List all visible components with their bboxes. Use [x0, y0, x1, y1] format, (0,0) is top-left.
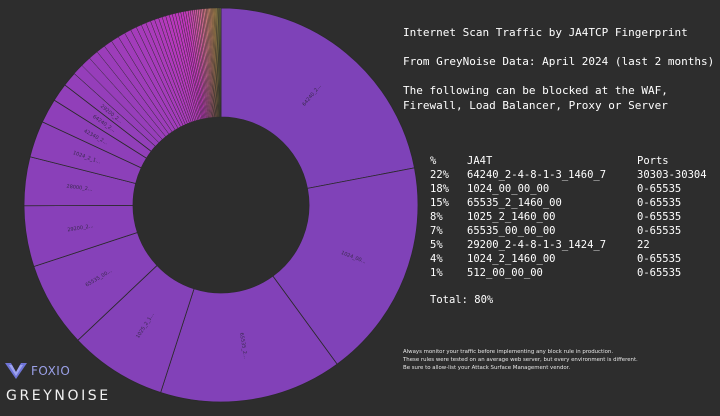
table-row: 7% 65535_00_00_00 0-65535: [430, 224, 717, 238]
footnote-line-2: These rules were tested on an average we…: [403, 357, 638, 363]
header-ja4t: JA4T: [467, 155, 493, 167]
slice-label: 29200_2...: [67, 223, 94, 233]
description-line-2: Firewall, Load Balancer, Proxy or Server: [403, 99, 668, 112]
row-percent: 5%: [430, 239, 443, 251]
row-ja4t: 29200_2-4-8-1-3_1424_7: [467, 239, 607, 251]
row-ja4t: 1024_2_1460_00: [467, 253, 556, 265]
table-row: 8% 1025_2_1460_00 0-65535: [430, 210, 717, 224]
row-ports: 0-65535: [637, 253, 682, 265]
row-ja4t: 1024_00_00_00: [467, 183, 550, 195]
foxio-logo: FOXIO: [4, 362, 70, 380]
fox-icon: [5, 363, 27, 379]
description-line-1: The following can be blocked at the WAF,: [403, 84, 668, 97]
row-ports: 0-65535: [637, 211, 682, 223]
row-ports: 0-65535: [637, 267, 682, 279]
row-ja4t: 65535_00_00_00: [467, 225, 556, 237]
row-ports: 0-65535: [637, 197, 682, 209]
header-ports: Ports: [637, 155, 669, 167]
row-percent: 7%: [430, 225, 443, 237]
table-row: 5% 29200_2-4-8-1-3_1424_7 22: [430, 238, 717, 252]
greynoise-logo: GREYNOISE: [6, 388, 111, 404]
row-percent: 18%: [430, 183, 449, 195]
foxio-wordmark: FOXIO: [31, 364, 71, 378]
row-ports: 0-65535: [637, 225, 682, 237]
row-ports: 0-65535: [637, 183, 682, 195]
total-label: Total: 80%: [430, 294, 494, 306]
slice-label: 65535_2...: [238, 332, 248, 359]
table-row: 4% 1024_2_1460_00 0-65535: [430, 252, 717, 266]
table-row: 1% 512_00_00_00 0-65535: [430, 266, 717, 280]
slice-label: 28000_2...: [66, 184, 93, 193]
header-percent: %: [430, 155, 437, 167]
row-percent: 8%: [430, 211, 443, 223]
table-row: 22% 64240_2-4-8-1-3_1460_7 30303-30304: [430, 168, 717, 182]
row-percent: 1%: [430, 267, 443, 279]
fingerprint-table: % JA4T Ports 22% 64240_2-4-8-1-3_1460_7 30…: [430, 154, 717, 280]
chart-subtitle: From GreyNoise Data: April 2024 (last 2 …: [403, 55, 715, 68]
row-ja4t: 512_00_00_00: [467, 267, 543, 279]
footnote-line-1: Always monitor your traffic before imple…: [403, 349, 614, 355]
chart-title: Internet Scan Traffic by JA4TCP Fingerpr…: [403, 26, 688, 39]
row-ports: 30303-30304: [637, 169, 707, 181]
table-header-row: % JA4T Ports: [430, 154, 717, 168]
table-row: 15% 65535_2_1460_00 0-65535: [430, 196, 717, 210]
row-ja4t: 64240_2-4-8-1-3_1460_7: [467, 169, 607, 181]
row-ports: 22: [637, 239, 650, 251]
footnote-line-3: Be sure to allow-list your Attack Surfac…: [403, 365, 571, 371]
row-percent: 15%: [430, 197, 449, 209]
row-ja4t: 65535_2_1460_00: [467, 197, 562, 209]
donut-chart: 64240_2...1024_00...65535_2...1025_2_1..…: [23, 7, 419, 403]
row-percent: 22%: [430, 169, 449, 181]
row-percent: 4%: [430, 253, 443, 265]
row-ja4t: 1025_2_1460_00: [467, 211, 556, 223]
table-row: 18% 1024_00_00_00 0-65535: [430, 182, 717, 196]
donut-hole: [133, 117, 309, 293]
